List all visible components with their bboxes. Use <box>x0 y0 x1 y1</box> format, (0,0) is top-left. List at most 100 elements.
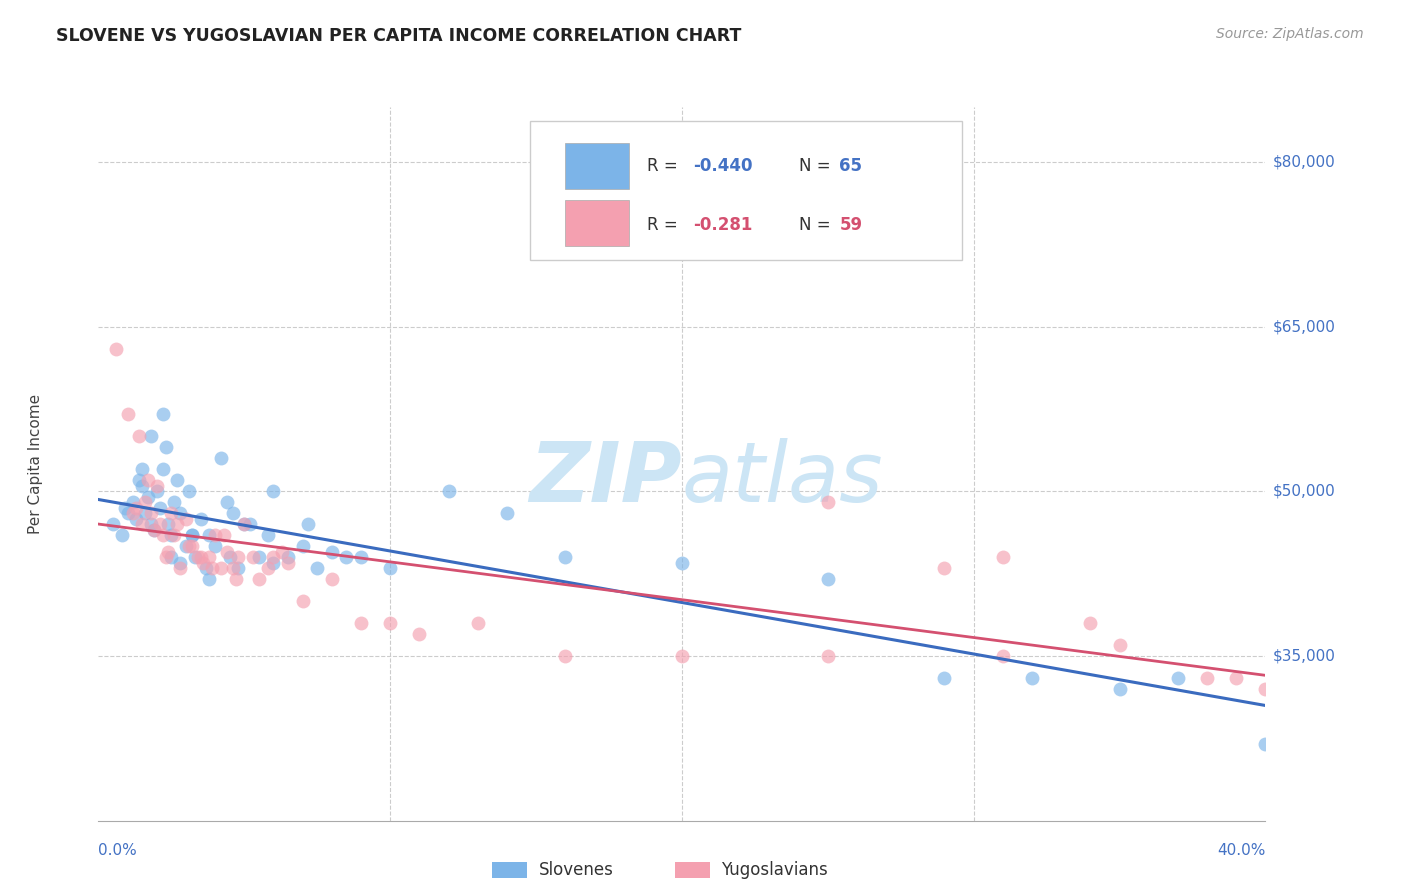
Point <box>247 572 270 586</box>
Point <box>125 500 148 515</box>
Point <box>160 550 183 565</box>
Point <box>209 561 232 575</box>
Point <box>180 528 202 542</box>
Point <box>142 523 165 537</box>
Point <box>187 550 209 565</box>
Point <box>209 451 232 466</box>
Point <box>408 627 430 641</box>
Point <box>350 550 373 565</box>
Point <box>817 495 839 509</box>
Point <box>134 495 156 509</box>
Point <box>256 528 278 542</box>
Point <box>166 473 188 487</box>
Point <box>495 506 517 520</box>
Point <box>169 561 191 575</box>
Point <box>152 462 174 476</box>
Point <box>1195 671 1218 685</box>
Point <box>437 484 460 499</box>
Point <box>142 523 165 537</box>
Point <box>122 495 145 509</box>
Point <box>128 473 150 487</box>
Point <box>122 506 145 520</box>
FancyBboxPatch shape <box>565 143 630 189</box>
Point <box>934 561 956 575</box>
Point <box>163 495 186 509</box>
Text: Per Capita Income: Per Capita Income <box>28 393 42 534</box>
Text: $35,000: $35,000 <box>1272 648 1336 664</box>
Point <box>262 556 284 570</box>
Point <box>104 342 127 356</box>
Point <box>183 550 205 565</box>
Point <box>378 561 402 575</box>
FancyBboxPatch shape <box>530 121 962 260</box>
Point <box>271 544 294 558</box>
Point <box>215 495 238 509</box>
Point <box>817 648 839 663</box>
Point <box>169 506 191 520</box>
Point <box>212 528 235 542</box>
Point <box>1254 681 1277 696</box>
Point <box>136 473 159 487</box>
Point <box>277 556 299 570</box>
Point <box>128 429 150 443</box>
Point <box>233 517 256 532</box>
Point <box>131 479 153 493</box>
Point <box>152 528 174 542</box>
Text: -0.281: -0.281 <box>693 216 754 234</box>
Text: ZIP: ZIP <box>529 438 682 518</box>
Point <box>117 506 139 520</box>
Text: SLOVENE VS YUGOSLAVIAN PER CAPITA INCOME CORRELATION CHART: SLOVENE VS YUGOSLAVIAN PER CAPITA INCOME… <box>56 27 741 45</box>
Text: Slovenes: Slovenes <box>538 861 613 879</box>
Point <box>262 484 284 499</box>
Point <box>190 550 212 565</box>
Text: Yugoslavians: Yugoslavians <box>721 861 828 879</box>
Point <box>1108 681 1130 696</box>
Point <box>256 561 278 575</box>
Point <box>297 517 319 532</box>
FancyBboxPatch shape <box>565 200 630 246</box>
Point <box>671 556 693 570</box>
Point <box>146 479 169 493</box>
Point <box>146 484 169 499</box>
Point <box>136 490 159 504</box>
Point <box>817 572 839 586</box>
Point <box>174 539 197 553</box>
Point <box>131 462 153 476</box>
Text: 59: 59 <box>839 216 862 234</box>
Point <box>117 408 139 422</box>
Point <box>218 550 240 565</box>
Point <box>195 561 218 575</box>
Point <box>174 512 197 526</box>
Point <box>169 556 191 570</box>
Point <box>155 550 177 565</box>
Point <box>166 517 188 532</box>
Point <box>228 550 250 565</box>
Point <box>233 517 256 532</box>
Point <box>291 539 314 553</box>
Point <box>1167 671 1189 685</box>
Text: $50,000: $50,000 <box>1272 483 1336 499</box>
Text: Source: ZipAtlas.com: Source: ZipAtlas.com <box>1216 27 1364 41</box>
Point <box>221 506 243 520</box>
Text: $65,000: $65,000 <box>1272 319 1336 334</box>
Point <box>228 561 250 575</box>
Point <box>991 648 1014 663</box>
Point <box>139 517 162 532</box>
Text: 40.0%: 40.0% <box>1218 843 1265 858</box>
Point <box>262 550 284 565</box>
Point <box>193 556 215 570</box>
Point <box>160 506 183 520</box>
Point <box>114 500 136 515</box>
Point <box>1225 671 1247 685</box>
Point <box>139 506 162 520</box>
Point <box>554 550 576 565</box>
Point <box>671 648 693 663</box>
Point <box>131 517 153 532</box>
Point <box>204 528 226 542</box>
Text: R =: R = <box>647 216 688 234</box>
Point <box>111 528 134 542</box>
Point <box>139 429 162 443</box>
Point <box>239 517 262 532</box>
Point <box>201 561 224 575</box>
Point <box>467 615 489 630</box>
